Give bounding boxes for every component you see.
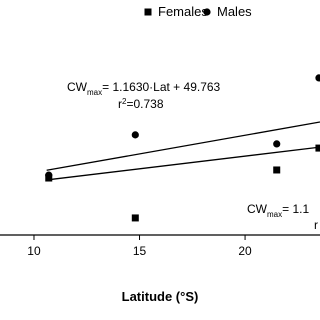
annotation: CWmax= 1.1 xyxy=(247,202,309,219)
annotation-eq: = 1.1630·Lat + 49.763 xyxy=(102,80,220,94)
point xyxy=(315,74,320,82)
annotation-cw: CW xyxy=(247,202,268,216)
legend-label: Males xyxy=(217,4,252,19)
x-axis-label: Latitude (°S) xyxy=(122,289,199,304)
x-tick-label: 10 xyxy=(27,244,41,258)
point xyxy=(131,131,139,139)
annotation-sup: 2 xyxy=(122,97,127,106)
annotation-r-letter: r xyxy=(118,97,122,111)
annotation: CWmax= 1.1630·Lat + 49.763 xyxy=(67,80,221,97)
annotation-eq: = 1.1 xyxy=(282,202,309,216)
legend-marker xyxy=(203,8,211,16)
fit-line xyxy=(46,121,320,171)
annotation-r: r2=0.738 xyxy=(118,97,164,111)
annotation-sub: max xyxy=(87,88,102,97)
annotation-r-letter: r xyxy=(314,218,318,232)
annotation-cw: CW xyxy=(67,80,88,94)
point xyxy=(315,144,320,152)
annotation-sub: max xyxy=(267,210,282,219)
point xyxy=(273,166,281,174)
legend-label: Females xyxy=(158,4,208,19)
annotation-r-value: =0.738 xyxy=(126,97,163,111)
fit-line xyxy=(46,146,320,181)
x-tick-label: 15 xyxy=(133,244,147,258)
annotation-r: r xyxy=(314,218,318,232)
point xyxy=(273,140,281,148)
point xyxy=(45,171,53,179)
point xyxy=(131,214,139,222)
x-tick-label: 20 xyxy=(238,244,252,258)
legend-marker xyxy=(144,8,152,16)
